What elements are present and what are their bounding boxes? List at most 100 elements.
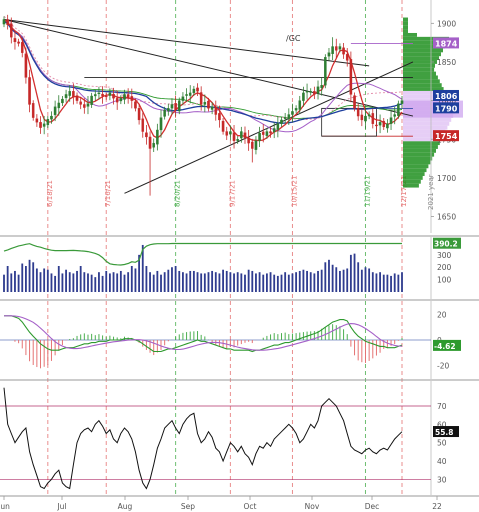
candle[interactable] bbox=[94, 89, 97, 101]
candle[interactable] bbox=[320, 77, 323, 96]
candle[interactable] bbox=[258, 126, 261, 147]
candle[interactable] bbox=[367, 111, 371, 120]
candle[interactable] bbox=[280, 116, 283, 127]
candle[interactable] bbox=[20, 37, 24, 58]
candle[interactable] bbox=[39, 116, 42, 134]
candle[interactable] bbox=[2, 16, 6, 28]
candle[interactable] bbox=[229, 125, 232, 141]
candle[interactable] bbox=[28, 69, 31, 113]
candle[interactable] bbox=[225, 126, 229, 141]
candle[interactable] bbox=[86, 95, 90, 115]
candle[interactable] bbox=[305, 83, 309, 100]
candle[interactable] bbox=[269, 126, 272, 138]
candle[interactable] bbox=[240, 126, 243, 143]
candle[interactable] bbox=[167, 103, 170, 116]
candle[interactable] bbox=[79, 97, 82, 110]
candle[interactable] bbox=[207, 97, 210, 112]
candle[interactable] bbox=[375, 118, 378, 132]
candle[interactable] bbox=[46, 116, 50, 129]
candle[interactable] bbox=[261, 124, 265, 143]
candle[interactable] bbox=[64, 89, 68, 103]
candle[interactable] bbox=[287, 108, 291, 125]
candle[interactable] bbox=[159, 109, 163, 138]
candle[interactable] bbox=[53, 100, 57, 122]
candle[interactable] bbox=[254, 136, 258, 155]
candle[interactable] bbox=[130, 88, 134, 109]
candle[interactable] bbox=[345, 48, 349, 67]
candle[interactable] bbox=[181, 92, 185, 106]
candlesticks[interactable] bbox=[2, 14, 404, 196]
candle[interactable] bbox=[265, 128, 269, 139]
candle[interactable] bbox=[243, 126, 247, 144]
candle[interactable] bbox=[400, 95, 404, 109]
candle[interactable] bbox=[156, 123, 159, 151]
candle[interactable] bbox=[13, 30, 17, 50]
candle[interactable] bbox=[298, 95, 302, 115]
candle[interactable] bbox=[291, 103, 294, 123]
candle[interactable] bbox=[393, 106, 396, 125]
candle[interactable] bbox=[378, 114, 382, 134]
candle[interactable] bbox=[327, 48, 331, 61]
candle[interactable] bbox=[31, 100, 35, 121]
candle[interactable] bbox=[334, 38, 338, 59]
candle[interactable] bbox=[119, 95, 123, 105]
candle[interactable] bbox=[331, 37, 334, 61]
candle[interactable] bbox=[163, 106, 166, 120]
candle[interactable] bbox=[177, 97, 181, 115]
candle[interactable] bbox=[35, 114, 39, 127]
candle[interactable] bbox=[134, 98, 137, 112]
candle[interactable] bbox=[324, 54, 327, 89]
candle[interactable] bbox=[170, 98, 174, 115]
candle[interactable] bbox=[185, 88, 188, 102]
candle[interactable] bbox=[126, 88, 130, 104]
candle[interactable] bbox=[309, 88, 312, 96]
candle[interactable] bbox=[152, 138, 155, 153]
candle[interactable] bbox=[115, 90, 119, 110]
candle[interactable] bbox=[61, 95, 64, 107]
candle[interactable] bbox=[108, 88, 112, 101]
candle[interactable] bbox=[283, 112, 287, 124]
candle[interactable] bbox=[97, 86, 101, 100]
candle[interactable] bbox=[203, 94, 207, 113]
candle[interactable] bbox=[83, 98, 86, 114]
candle[interactable] bbox=[218, 105, 221, 128]
price-panel[interactable]: 165017001750180018501900 187418061790175… bbox=[0, 0, 463, 233]
candle[interactable] bbox=[90, 92, 93, 108]
candle[interactable] bbox=[247, 129, 250, 151]
candle[interactable] bbox=[75, 92, 79, 104]
candle[interactable] bbox=[221, 118, 225, 135]
candle[interactable] bbox=[313, 86, 316, 100]
oscillator-panel[interactable]: 30 40 50 60 70 55.8 bbox=[0, 381, 459, 495]
candle[interactable] bbox=[302, 86, 305, 107]
candle[interactable] bbox=[196, 83, 199, 96]
candle[interactable] bbox=[123, 89, 126, 105]
candle[interactable] bbox=[145, 124, 148, 145]
candle[interactable] bbox=[251, 138, 254, 163]
candle[interactable] bbox=[148, 131, 152, 196]
candle[interactable] bbox=[112, 87, 115, 105]
candle[interactable] bbox=[50, 111, 53, 124]
candle[interactable] bbox=[382, 118, 386, 130]
candle[interactable] bbox=[371, 108, 375, 129]
candle[interactable] bbox=[141, 112, 145, 138]
candle[interactable] bbox=[364, 108, 367, 129]
candle[interactable] bbox=[42, 116, 46, 135]
candle[interactable] bbox=[101, 86, 104, 104]
candle[interactable] bbox=[104, 92, 108, 100]
candle[interactable] bbox=[236, 136, 239, 144]
candle[interactable] bbox=[360, 108, 364, 127]
candle[interactable] bbox=[199, 86, 203, 111]
candle[interactable] bbox=[210, 102, 214, 115]
candle[interactable] bbox=[192, 85, 196, 96]
candle[interactable] bbox=[272, 122, 276, 139]
candle[interactable] bbox=[137, 103, 141, 125]
candle[interactable] bbox=[356, 103, 360, 121]
volume-panel[interactable]: 100 200 300 390.2 bbox=[3, 237, 461, 299]
candle[interactable] bbox=[10, 17, 13, 44]
candle[interactable] bbox=[24, 47, 28, 84]
candle[interactable] bbox=[338, 43, 342, 53]
candle[interactable] bbox=[316, 80, 320, 100]
candle[interactable] bbox=[72, 83, 75, 105]
candle[interactable] bbox=[68, 85, 72, 102]
candle[interactable] bbox=[57, 95, 61, 116]
